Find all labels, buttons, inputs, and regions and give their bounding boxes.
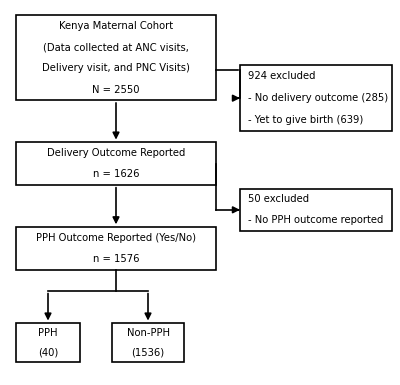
Text: N = 2550: N = 2550 (92, 85, 140, 94)
Text: (1536): (1536) (132, 347, 164, 357)
Text: n = 1626: n = 1626 (93, 169, 139, 179)
Text: Non-PPH: Non-PPH (126, 328, 170, 338)
Text: Delivery Outcome Reported: Delivery Outcome Reported (47, 148, 185, 158)
Text: - Yet to give birth (639): - Yet to give birth (639) (248, 115, 363, 125)
Text: n = 1576: n = 1576 (93, 254, 139, 264)
Text: Delivery visit, and PNC Visits): Delivery visit, and PNC Visits) (42, 64, 190, 73)
FancyBboxPatch shape (16, 227, 216, 270)
Text: Kenya Maternal Cohort: Kenya Maternal Cohort (59, 21, 173, 31)
FancyBboxPatch shape (16, 15, 216, 100)
FancyBboxPatch shape (16, 323, 80, 362)
Text: 924 excluded: 924 excluded (248, 71, 316, 81)
Text: PPH Outcome Reported (Yes/No): PPH Outcome Reported (Yes/No) (36, 233, 196, 243)
FancyBboxPatch shape (16, 142, 216, 185)
Text: (Data collected at ANC visits,: (Data collected at ANC visits, (43, 42, 189, 52)
FancyBboxPatch shape (240, 189, 392, 231)
FancyBboxPatch shape (112, 323, 184, 362)
Text: PPH: PPH (38, 328, 58, 338)
FancyBboxPatch shape (240, 65, 392, 131)
Text: - No delivery outcome (285): - No delivery outcome (285) (248, 93, 388, 103)
Text: 50 excluded: 50 excluded (248, 194, 309, 204)
Text: - No PPH outcome reported: - No PPH outcome reported (248, 216, 383, 225)
Text: (40): (40) (38, 347, 58, 357)
